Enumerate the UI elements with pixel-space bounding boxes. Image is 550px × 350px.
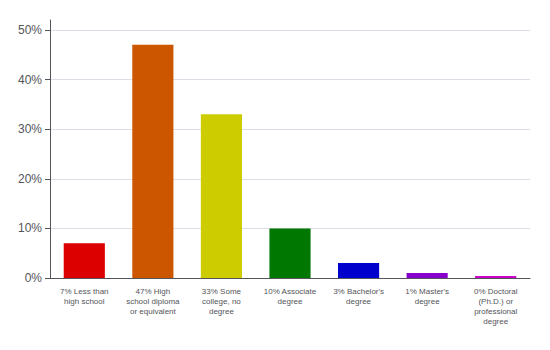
svg-text:0% Doctoral: 0% Doctoral	[474, 287, 518, 296]
svg-text:(Ph.D.) or: (Ph.D.) or	[478, 297, 513, 306]
svg-text:7% Less than: 7% Less than	[60, 287, 108, 296]
svg-text:0%: 0%	[25, 271, 43, 285]
svg-text:1% Master's: 1% Master's	[405, 287, 449, 296]
svg-text:degree: degree	[278, 297, 303, 306]
svg-text:college, no: college, no	[202, 297, 241, 306]
svg-text:degree: degree	[483, 317, 508, 326]
svg-text:47% High: 47% High	[136, 287, 171, 296]
svg-text:10%: 10%	[18, 221, 42, 235]
svg-text:40%: 40%	[18, 73, 42, 87]
svg-text:50%: 50%	[18, 23, 42, 37]
svg-text:school diploma: school diploma	[126, 297, 180, 306]
svg-text:30%: 30%	[18, 122, 42, 136]
svg-text:3% Bachelor's: 3% Bachelor's	[333, 287, 384, 296]
svg-text:degree: degree	[415, 297, 440, 306]
svg-text:degree: degree	[209, 307, 234, 316]
svg-text:20%: 20%	[18, 172, 42, 186]
svg-text:10% Associate: 10% Associate	[264, 287, 317, 296]
svg-text:professional: professional	[474, 307, 517, 316]
svg-text:high school: high school	[64, 297, 105, 306]
svg-text:degree: degree	[346, 297, 371, 306]
svg-text:or equivalent: or equivalent	[130, 307, 177, 316]
svg-text:33% Some: 33% Some	[202, 287, 242, 296]
